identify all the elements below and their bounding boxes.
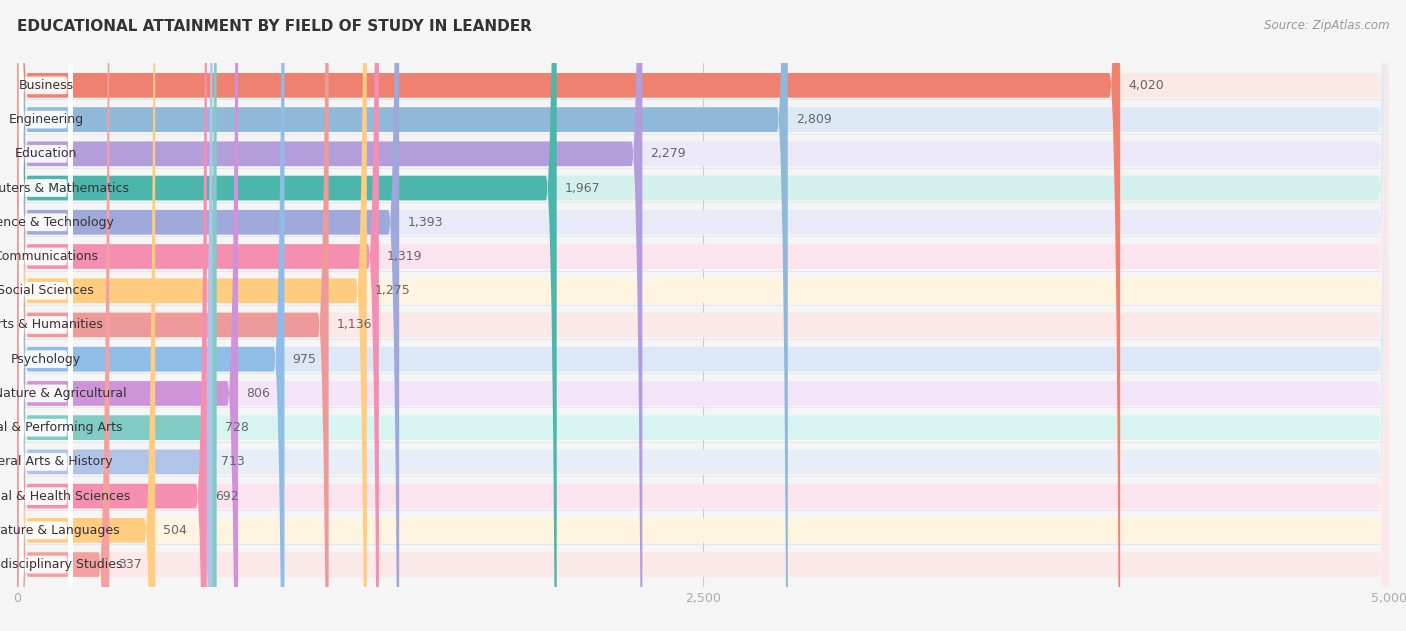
FancyBboxPatch shape bbox=[17, 0, 1121, 631]
FancyBboxPatch shape bbox=[20, 0, 73, 631]
FancyBboxPatch shape bbox=[20, 0, 73, 631]
Text: Science & Technology: Science & Technology bbox=[0, 216, 114, 229]
FancyBboxPatch shape bbox=[17, 0, 238, 631]
Text: 1,319: 1,319 bbox=[387, 250, 423, 263]
FancyBboxPatch shape bbox=[17, 0, 1389, 631]
FancyBboxPatch shape bbox=[20, 0, 73, 631]
Text: 975: 975 bbox=[292, 353, 316, 366]
FancyBboxPatch shape bbox=[17, 0, 284, 631]
Text: 1,393: 1,393 bbox=[408, 216, 443, 229]
Text: 1,275: 1,275 bbox=[375, 284, 411, 297]
FancyBboxPatch shape bbox=[17, 0, 110, 631]
Text: 728: 728 bbox=[225, 421, 249, 434]
Text: 806: 806 bbox=[246, 387, 270, 400]
FancyBboxPatch shape bbox=[17, 0, 367, 631]
FancyBboxPatch shape bbox=[20, 0, 73, 631]
Text: 2,809: 2,809 bbox=[796, 113, 832, 126]
FancyBboxPatch shape bbox=[17, 0, 1389, 631]
FancyBboxPatch shape bbox=[17, 0, 557, 631]
Text: Multidisciplinary Studies: Multidisciplinary Studies bbox=[0, 558, 122, 571]
FancyBboxPatch shape bbox=[17, 0, 1389, 631]
FancyBboxPatch shape bbox=[17, 0, 1389, 631]
FancyBboxPatch shape bbox=[17, 0, 1389, 631]
FancyBboxPatch shape bbox=[20, 0, 73, 631]
FancyBboxPatch shape bbox=[20, 0, 73, 631]
Text: 337: 337 bbox=[118, 558, 142, 571]
Text: Literature & Languages: Literature & Languages bbox=[0, 524, 120, 537]
FancyBboxPatch shape bbox=[17, 0, 399, 631]
Text: 4,020: 4,020 bbox=[1129, 79, 1164, 92]
Text: Social Sciences: Social Sciences bbox=[0, 284, 94, 297]
FancyBboxPatch shape bbox=[20, 0, 73, 631]
FancyBboxPatch shape bbox=[17, 0, 207, 631]
FancyBboxPatch shape bbox=[20, 0, 73, 631]
FancyBboxPatch shape bbox=[17, 0, 1389, 631]
Text: Business: Business bbox=[18, 79, 73, 92]
FancyBboxPatch shape bbox=[17, 0, 1389, 631]
Text: 692: 692 bbox=[215, 490, 239, 503]
FancyBboxPatch shape bbox=[17, 0, 378, 631]
FancyBboxPatch shape bbox=[20, 0, 73, 631]
FancyBboxPatch shape bbox=[17, 0, 1389, 631]
FancyBboxPatch shape bbox=[20, 0, 73, 631]
Text: Arts & Humanities: Arts & Humanities bbox=[0, 319, 103, 331]
FancyBboxPatch shape bbox=[17, 0, 1389, 631]
FancyBboxPatch shape bbox=[17, 0, 1389, 631]
Text: Communications: Communications bbox=[0, 250, 98, 263]
Text: Source: ZipAtlas.com: Source: ZipAtlas.com bbox=[1264, 19, 1389, 32]
FancyBboxPatch shape bbox=[17, 0, 1389, 631]
Text: Bio, Nature & Agricultural: Bio, Nature & Agricultural bbox=[0, 387, 127, 400]
FancyBboxPatch shape bbox=[17, 0, 1389, 631]
FancyBboxPatch shape bbox=[17, 0, 217, 631]
FancyBboxPatch shape bbox=[17, 0, 787, 631]
Text: Visual & Performing Arts: Visual & Performing Arts bbox=[0, 421, 122, 434]
Text: Computers & Mathematics: Computers & Mathematics bbox=[0, 182, 129, 194]
FancyBboxPatch shape bbox=[17, 0, 155, 631]
FancyBboxPatch shape bbox=[17, 0, 1389, 631]
Text: Engineering: Engineering bbox=[8, 113, 83, 126]
Text: EDUCATIONAL ATTAINMENT BY FIELD OF STUDY IN LEANDER: EDUCATIONAL ATTAINMENT BY FIELD OF STUDY… bbox=[17, 19, 531, 34]
Text: Physical & Health Sciences: Physical & Health Sciences bbox=[0, 490, 131, 503]
Text: 1,136: 1,136 bbox=[337, 319, 373, 331]
FancyBboxPatch shape bbox=[20, 0, 73, 631]
FancyBboxPatch shape bbox=[17, 0, 643, 631]
Text: 504: 504 bbox=[163, 524, 187, 537]
FancyBboxPatch shape bbox=[17, 0, 329, 631]
FancyBboxPatch shape bbox=[17, 0, 212, 631]
Text: Liberal Arts & History: Liberal Arts & History bbox=[0, 456, 112, 468]
Text: 1,967: 1,967 bbox=[565, 182, 600, 194]
FancyBboxPatch shape bbox=[20, 0, 73, 631]
FancyBboxPatch shape bbox=[17, 0, 1389, 631]
FancyBboxPatch shape bbox=[20, 0, 73, 631]
FancyBboxPatch shape bbox=[20, 0, 73, 631]
FancyBboxPatch shape bbox=[20, 0, 73, 631]
Text: Education: Education bbox=[14, 147, 77, 160]
Text: Psychology: Psychology bbox=[11, 353, 82, 366]
FancyBboxPatch shape bbox=[17, 0, 1389, 631]
Text: 713: 713 bbox=[221, 456, 245, 468]
Text: 2,279: 2,279 bbox=[651, 147, 686, 160]
